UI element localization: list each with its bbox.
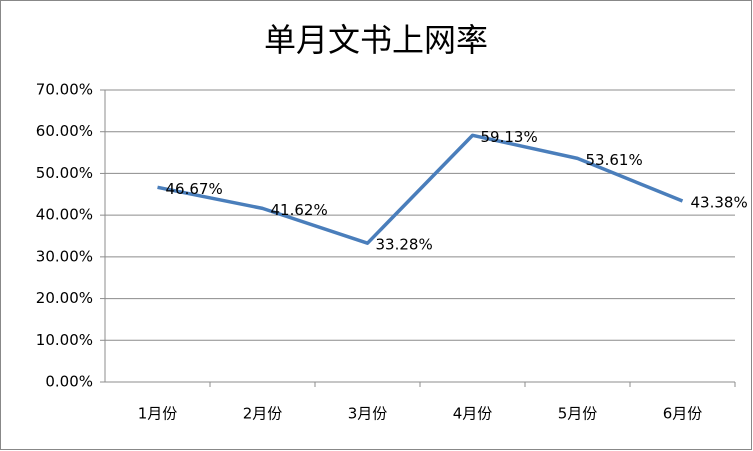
x-tick-label: 1月份	[138, 405, 178, 423]
y-tick-label: 60.00%	[36, 122, 93, 140]
y-tick-label: 30.00%	[36, 247, 93, 265]
data-label: 33.28%	[376, 236, 433, 254]
data-label: 41.62%	[271, 201, 328, 219]
x-tick-label: 6月份	[663, 405, 703, 423]
y-tick-label: 70.00%	[36, 81, 93, 99]
data-label: 53.61%	[586, 151, 643, 169]
data-label: 43.38%	[691, 194, 748, 212]
data-label: 46.67%	[166, 180, 223, 198]
x-tick-label: 5月份	[558, 405, 598, 423]
data-line	[157, 133, 684, 245]
x-tick-label: 2月份	[243, 405, 283, 423]
y-tick-label: 40.00%	[36, 206, 93, 224]
x-tick-label: 3月份	[348, 405, 388, 423]
y-tick-label: 0.00%	[45, 373, 93, 391]
y-tick-label: 50.00%	[36, 164, 93, 182]
y-tick-label: 20.00%	[36, 289, 93, 307]
x-tick-label: 4月份	[453, 405, 493, 423]
data-label: 59.13%	[481, 128, 538, 146]
chart-title: 单月文书上网率	[264, 21, 488, 59]
y-tick-label: 10.00%	[36, 331, 93, 349]
